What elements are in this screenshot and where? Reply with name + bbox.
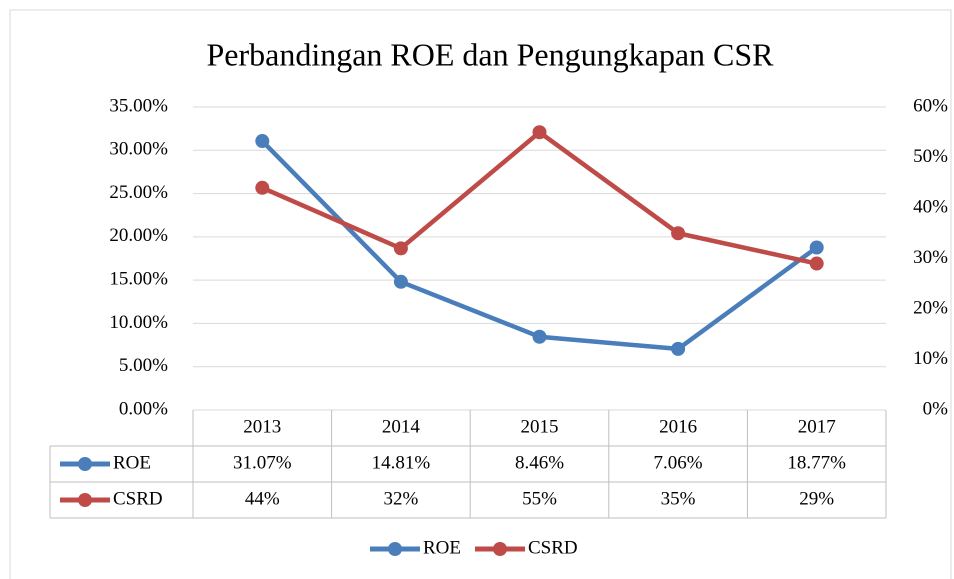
- chart-border: [9, 9, 952, 579]
- table-value: 18.77%: [787, 452, 846, 473]
- y-tick-label: 5.00%: [119, 355, 168, 376]
- point: [255, 180, 270, 195]
- y2-tick-label: 40%: [913, 196, 948, 217]
- legend-label: ROE: [423, 537, 461, 558]
- x-tick-label: 2013: [243, 416, 281, 437]
- x-tick-label: 2014: [382, 416, 421, 437]
- point: [532, 125, 547, 140]
- y2-tick-label: 30%: [913, 247, 948, 268]
- y-tick-label: 0.00%: [119, 398, 168, 419]
- point: [809, 256, 824, 271]
- point: [671, 226, 686, 241]
- y2-tick-label: 60%: [913, 95, 948, 116]
- point: [255, 134, 270, 149]
- legend-label: CSRD: [528, 537, 578, 558]
- table-value: 44%: [245, 488, 280, 509]
- table-value: 29%: [799, 488, 834, 509]
- y-tick-label: 35.00%: [109, 95, 168, 116]
- table-value: 8.46%: [515, 452, 564, 473]
- legend-key-marker: [78, 457, 92, 471]
- point: [671, 341, 686, 356]
- table-value: 31.07%: [233, 452, 292, 473]
- table-value: 14.81%: [372, 452, 431, 473]
- table-value: 7.06%: [654, 452, 703, 473]
- legend-label: ROE: [113, 452, 151, 473]
- y-tick-label: 10.00%: [109, 312, 168, 333]
- y2-tick-label: 20%: [913, 297, 948, 318]
- point: [809, 240, 824, 255]
- y2-tick-label: 0%: [923, 398, 949, 419]
- point: [393, 274, 408, 289]
- table-value: 55%: [522, 488, 557, 509]
- chart-title: Perbandingan ROE dan Pengungkapan CSR: [206, 36, 774, 72]
- y-tick-label: 20.00%: [109, 225, 168, 246]
- point: [393, 241, 408, 256]
- y2-tick-label: 50%: [913, 146, 948, 167]
- x-tick-label: 2016: [659, 416, 697, 437]
- legend-key-marker: [493, 542, 507, 556]
- point: [532, 329, 547, 344]
- legend-key-marker: [388, 542, 402, 556]
- legend-key-marker: [78, 493, 92, 507]
- y-tick-label: 30.00%: [109, 139, 168, 160]
- table-value: 35%: [661, 488, 696, 509]
- y-tick-label: 15.00%: [109, 269, 168, 290]
- table-value: 32%: [383, 488, 418, 509]
- x-tick-label: 2017: [798, 416, 836, 437]
- x-tick-label: 2015: [521, 416, 559, 437]
- legend-label: CSRD: [113, 488, 163, 509]
- y2-tick-label: 10%: [913, 348, 948, 369]
- y-tick-label: 25.00%: [109, 182, 168, 203]
